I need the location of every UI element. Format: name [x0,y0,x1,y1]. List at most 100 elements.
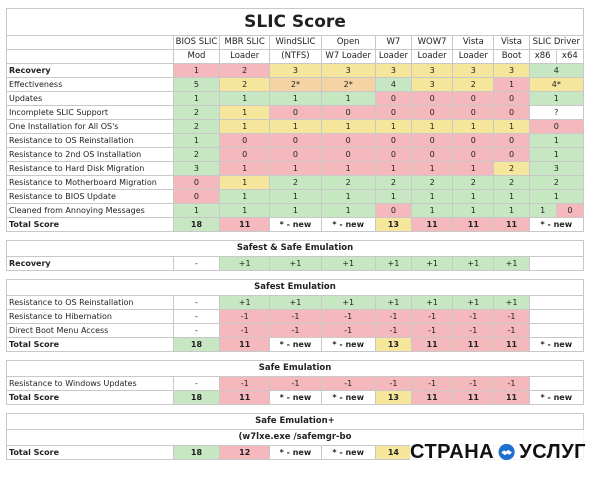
value-cell: 3 [411,77,454,92]
column-header: Open [320,35,376,50]
value-cell: * - new [320,337,376,352]
row-label: Resistance to Hibernation [6,309,174,324]
value-cell: -1 [411,309,454,324]
column-subheader: x86 [528,49,557,64]
table-row: Resistance to Hibernation - -1 -1 -1 -1 -1 -1 -1 [6,309,585,324]
spacer-row [7,405,584,414]
value-cell: 11 [219,337,271,352]
value-cell: 0 [172,175,221,190]
value-cell: 11 [452,390,495,405]
value-cell: +1 [219,295,271,310]
value-cell: 13 [374,217,413,232]
value-cell: 11 [411,217,454,232]
table-row: Direct Boot Menu Access - -1 -1 -1 -1 -1 -1 -1 [6,323,585,338]
value-cell: 4* [528,77,585,92]
value-cell: -1 [493,376,530,391]
value-cell: 0 [269,105,322,120]
value-cell: 0 [374,147,413,162]
value-cell: 3 [320,63,376,78]
value-cell: 1 [320,161,376,176]
value-cell: 1 [219,189,271,204]
row-label: Total Score [6,445,174,460]
value-cell: - [172,309,221,324]
value-cell: 11 [411,337,454,352]
table-row: Resistance to BIOS Update 0 1 1 1 1 1 1 1 1 [6,189,585,204]
value-cell: +1 [493,295,530,310]
value-cell: * - new [269,445,322,460]
row-label: Resistance to Windows Updates [6,376,174,391]
value-cell: 0 [269,133,322,148]
value-cell: 11 [452,337,495,352]
value-cell: 1 [411,189,454,204]
row-label: Direct Boot Menu Access [6,323,174,338]
row-label: Resistance to OS Reinstallation [6,133,174,148]
value-cell: - [172,295,221,310]
value-cell: +1 [269,256,322,271]
value-cell: 1 [172,133,221,148]
value-cell: -1 [493,323,530,338]
value-cell: 0 [172,189,221,204]
value-cell: 2 [172,119,221,134]
value-cell: -1 [452,376,495,391]
row-label: Resistance to Motherboard Migration [6,175,174,190]
value-cell: 0 [528,119,585,134]
value-cell: 3 [493,63,530,78]
value-cell: 1 [452,203,495,218]
value-cell: 11 [493,217,530,232]
value-cell: -1 [452,309,495,324]
column-header: SLIC Driver [528,35,585,50]
value-cell: 11 [411,390,454,405]
row-label: Cleaned from Annoying Messages [6,203,174,218]
value-cell: 5 [172,77,221,92]
spacer-row [7,232,584,241]
value-cell: 1 [219,203,271,218]
value-cell: -1 [320,309,376,324]
value-cell: 2 [452,175,495,190]
value-cell: 3 [528,161,585,176]
table-row: Recovery 1 2 3 3 3 3 3 3 4 [6,63,585,78]
value-cell: 1 [493,119,530,134]
value-cell: 1 [493,189,530,204]
value-cell: 2 [493,161,530,176]
column-header: Vista [452,35,495,50]
value-cell: -1 [269,376,322,391]
value-cell: 3 [452,63,495,78]
value-cell: 0 [452,91,495,106]
value-cell [528,295,585,310]
value-cell: * - new [528,337,585,352]
header-corner [6,35,174,50]
header-corner [6,49,174,64]
title-row: SLIC Score [6,8,584,36]
value-cell: 1 [269,119,322,134]
value-cell: * - new [320,390,376,405]
value-cell: 0 [269,147,322,162]
value-cell: * - new [320,445,376,460]
column-header: W7 [374,35,413,50]
value-cell: 2* [320,77,376,92]
section-title: Safe Emulation+ [6,413,584,430]
value-cell: -1 [374,323,413,338]
value-cell: 18 [172,390,221,405]
value-cell: 1 [172,63,221,78]
value-cell: 3 [172,161,221,176]
spacer-cell [7,271,584,280]
value-cell: 1 [269,189,322,204]
row-label: Recovery [6,256,174,271]
value-cell: 2 [219,63,271,78]
spacer-cell [7,352,584,361]
value-cell: -1 [411,323,454,338]
row-label: Effectiveness [6,77,174,92]
value-cell: * - new [528,217,585,232]
value-cell: 0 [411,147,454,162]
table-row: Incomplete SLIC Support 2 1 0 0 0 0 0 0? [6,105,585,120]
value-cell: 1 [219,175,271,190]
value-cell: 1 [269,91,322,106]
section-title-row: Safest & Safe Emulation [6,240,584,257]
value-cell: * - new [269,217,322,232]
value-cell: 3 [269,63,322,78]
row-label: Updates [6,91,174,106]
column-subheader: Loader [219,49,271,64]
value-cell: 1 [452,161,495,176]
row-label: Total Score [6,337,174,352]
column-subheader: x64 [555,49,585,64]
